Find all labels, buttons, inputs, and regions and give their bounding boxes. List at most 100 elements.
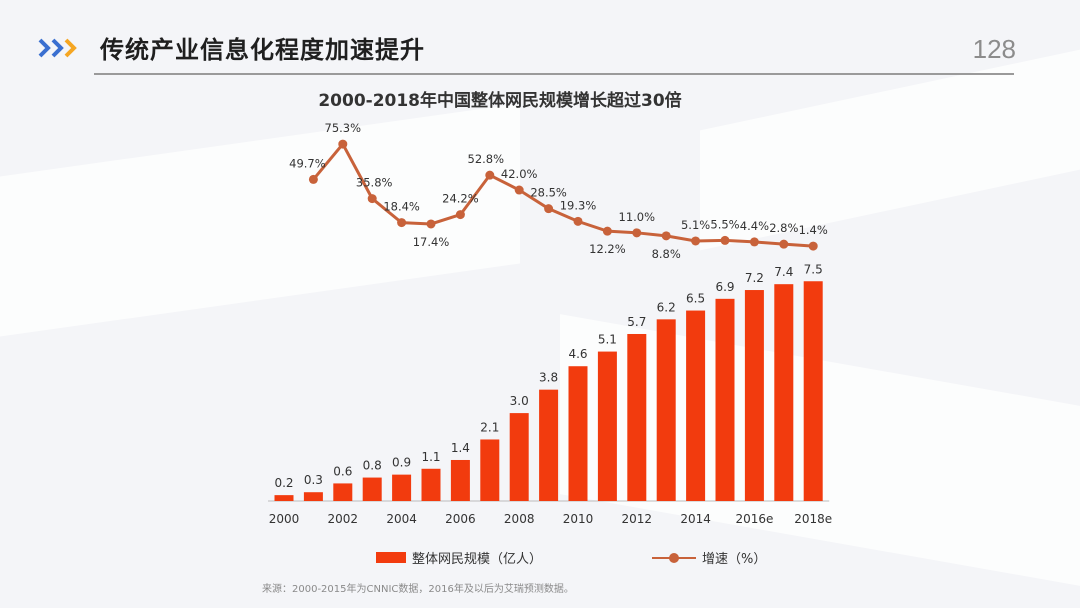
growth-label: 11.0%: [619, 210, 656, 224]
growth-label: 42.0%: [501, 167, 538, 181]
growth-point: [308, 174, 318, 184]
growth-label: 8.8%: [652, 247, 681, 261]
x-tick-label: 2008: [504, 512, 535, 526]
growth-point: [749, 237, 759, 247]
bar: [627, 333, 647, 501]
slide-header: 传统产业信息化程度加速提升 128: [0, 0, 1080, 80]
bar-value-label: 2.1: [480, 420, 499, 434]
x-tick-label: 2018e: [794, 512, 832, 526]
bar-value-label: 0.2: [274, 476, 293, 490]
bar: [715, 298, 735, 501]
bar: [568, 366, 588, 501]
x-tick-label: 2006: [445, 512, 476, 526]
bar: [480, 439, 500, 501]
growth-label: 35.8%: [356, 176, 393, 190]
bar-value-label: 0.3: [304, 473, 323, 487]
x-tick-label: 2002: [328, 512, 359, 526]
bar: [450, 459, 470, 501]
growth-point: [485, 170, 495, 180]
legend-item-bars: 整体网民规模（亿人）: [376, 548, 542, 567]
growth-point: [779, 239, 789, 249]
growth-point: [720, 235, 730, 245]
header-divider: [94, 73, 1014, 75]
bar: [656, 319, 676, 501]
legend-bars-label: 整体网民规模（亿人）: [412, 552, 543, 567]
growth-point: [338, 139, 348, 149]
growth-label: 4.4%: [740, 219, 769, 233]
bar-value-label: 7.2: [745, 271, 764, 285]
bar: [686, 310, 706, 501]
bar-value-label: 6.9: [715, 280, 734, 294]
growth-label: 75.3%: [325, 121, 362, 135]
bar: [744, 290, 764, 501]
bar: [597, 351, 617, 501]
growth-point: [602, 226, 612, 236]
bar-value-label: 7.4: [774, 265, 793, 279]
growth-point: [455, 210, 465, 220]
x-tick-label: 2014: [680, 512, 711, 526]
x-tick-label: 2000: [269, 512, 300, 526]
page-title: 传统产业信息化程度加速提升: [100, 36, 425, 64]
bar-value-label: 6.2: [657, 300, 676, 314]
growth-point: [661, 231, 671, 241]
growth-label: 12.2%: [589, 242, 626, 256]
bar: [274, 495, 294, 501]
growth-label: 1.4%: [799, 223, 828, 237]
growth-label: 24.2%: [442, 192, 479, 206]
growth-label: 5.1%: [681, 218, 710, 232]
legend-line-label: 增速（%）: [702, 552, 767, 567]
growth-label: 5.5%: [710, 217, 739, 231]
growth-point: [632, 228, 642, 238]
bar-value-label: 5.7: [627, 315, 646, 329]
bar-value-label: 5.1: [598, 333, 617, 347]
bar: [333, 483, 353, 501]
bar-value-label: 1.4: [451, 441, 470, 455]
bar-value-label: 3.8: [539, 371, 558, 385]
growth-label: 2.8%: [769, 221, 798, 235]
growth-point: [367, 194, 377, 204]
bar-value-label: 0.8: [363, 459, 382, 473]
bar-value-label: 1.1: [421, 450, 440, 464]
bar-value-label: 3.0: [510, 394, 529, 408]
growth-label: 18.4%: [383, 200, 420, 214]
growth-point: [691, 236, 701, 246]
growth-point: [544, 204, 554, 214]
growth-label: 28.5%: [530, 186, 567, 200]
x-tick-label: 2012: [622, 512, 653, 526]
growth-label: 49.7%: [289, 156, 326, 170]
bar: [303, 492, 323, 501]
bar: [392, 474, 412, 501]
page-number: 128: [972, 34, 1016, 64]
bar-value-label: 6.5: [686, 292, 705, 306]
bar: [774, 284, 794, 501]
chart-title: 2000-2018年中国整体网民规模增长超过30倍: [318, 91, 682, 111]
bar: [539, 389, 559, 501]
bar-value-label: 4.6: [568, 347, 587, 361]
growth-point: [808, 241, 818, 251]
chart-legend: 整体网民规模（亿人） 增速（%）: [0, 548, 1080, 572]
growth-line: [312, 141, 814, 248]
x-tick-label: 2010: [563, 512, 594, 526]
growth-point: [426, 219, 436, 229]
bar: [509, 413, 529, 501]
source-note: 来源：2000-2015年为CNNIC数据，2016年及以后为艾瑞预测数据。: [262, 584, 574, 595]
legend-item-line: 增速（%）: [652, 548, 766, 567]
bar: [803, 281, 823, 501]
growth-label: 17.4%: [413, 235, 450, 249]
growth-label: 19.3%: [560, 198, 597, 212]
growth-point: [397, 218, 407, 228]
x-tick-label: 2016e: [735, 512, 773, 526]
bar-value-label: 7.5: [804, 262, 823, 276]
growth-point: [514, 185, 524, 195]
chevron-right-icon: [38, 38, 77, 58]
bar-value-label: 0.9: [392, 456, 411, 470]
bar: [362, 477, 382, 501]
legend-line-swatch: [652, 552, 696, 564]
legend-bar-swatch: [376, 552, 406, 563]
growth-label: 52.8%: [468, 152, 505, 166]
bar-value-label: 0.6: [333, 464, 352, 478]
x-tick-label: 2004: [386, 512, 417, 526]
growth-point: [573, 216, 583, 226]
bar: [421, 468, 441, 501]
